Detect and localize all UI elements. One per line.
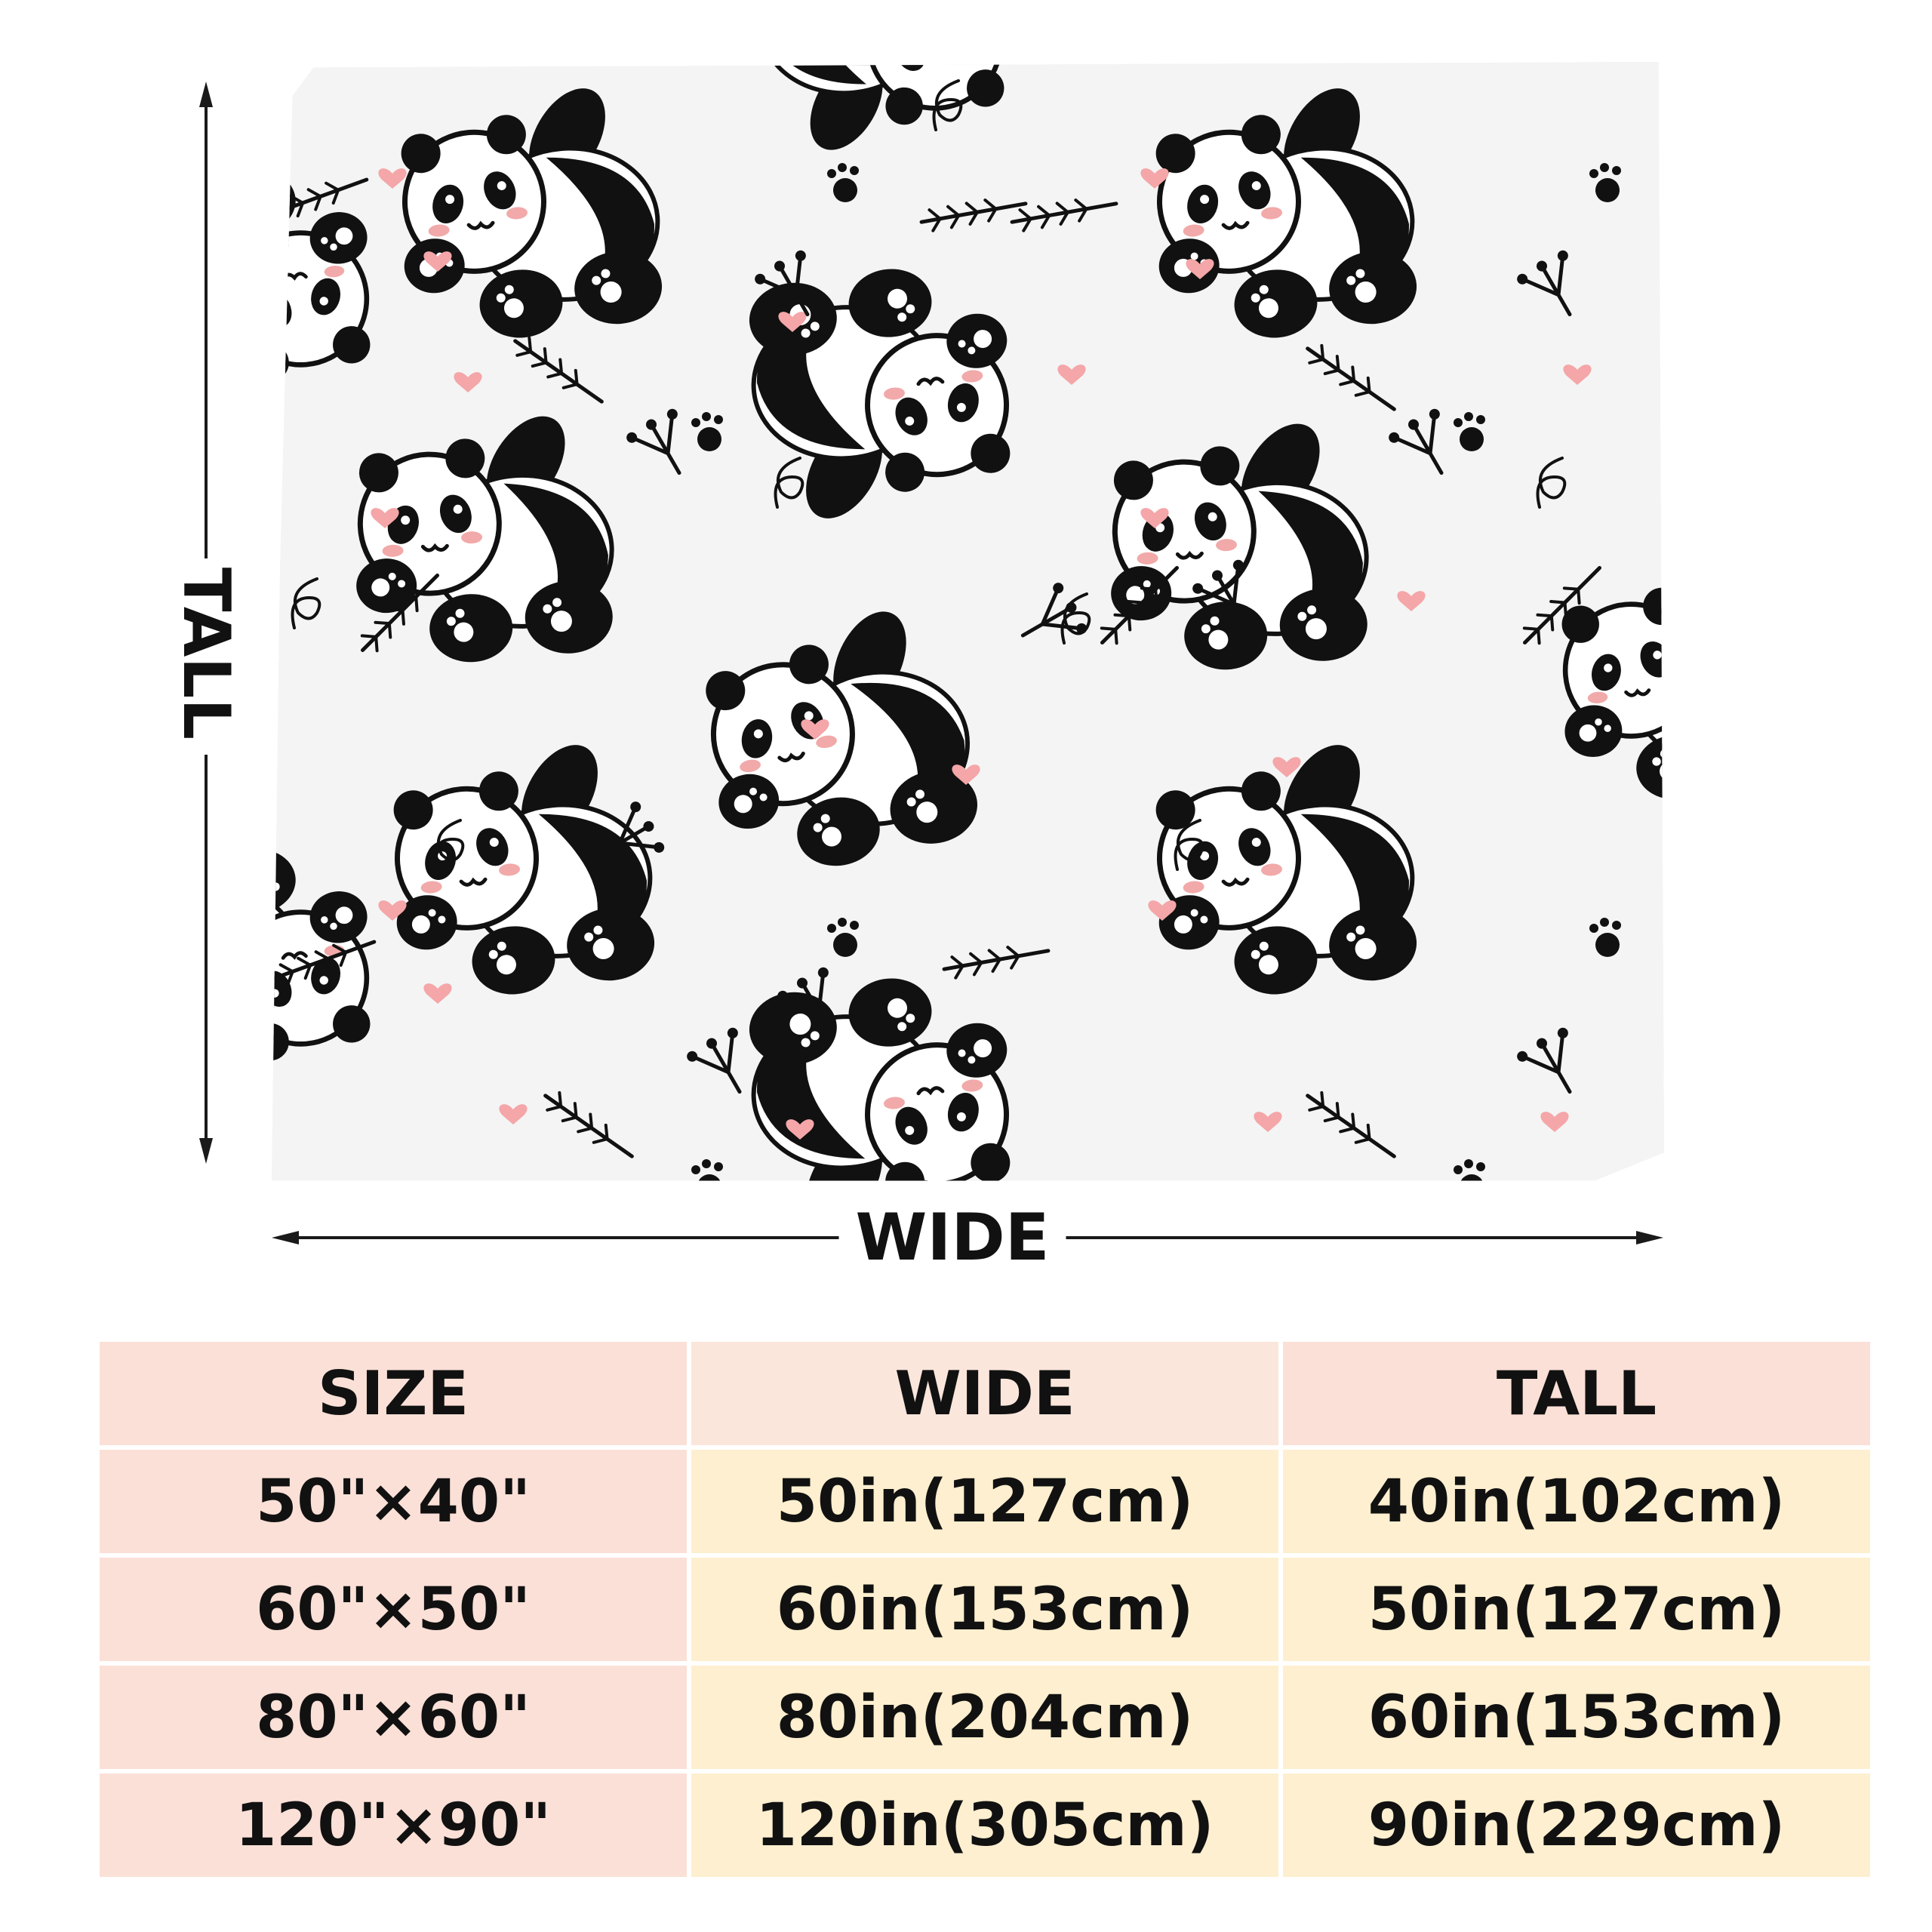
table-row: 50"×40" 50in(127cm) 40in(102cm) — [100, 1450, 1870, 1553]
table-row: 120"×90" 120in(305cm) 90in(229cm) — [100, 1774, 1870, 1877]
tall-cell: 50in(127cm) — [1283, 1558, 1870, 1661]
tall-arrow-top-icon — [199, 82, 213, 107]
header-wide: WIDE — [691, 1342, 1278, 1445]
panda-pattern — [272, 62, 1664, 1181]
header-size: SIZE — [100, 1342, 687, 1445]
size-table: SIZE WIDE TALL 50"×40" 50in(127cm) 40in(… — [95, 1337, 1875, 1881]
size-cell: 120"×90" — [100, 1774, 687, 1877]
size-cell: 80"×60" — [100, 1666, 687, 1769]
wide-arrow-right-icon — [1636, 1231, 1663, 1244]
blanket-image — [272, 62, 1664, 1181]
tall-arrow-bottom-icon — [199, 1138, 213, 1164]
tall-dimension-label: TALL — [168, 567, 244, 740]
tall-dimension-line-lower — [205, 755, 208, 1141]
header-tall: TALL — [1283, 1342, 1870, 1445]
table-row: 80"×60" 80in(204cm) 60in(153cm) — [100, 1666, 1870, 1769]
tall-cell: 40in(102cm) — [1283, 1450, 1870, 1553]
wide-arrow-left-icon — [272, 1231, 299, 1244]
tall-dimension-line-upper — [205, 106, 208, 558]
size-cell: 60"×50" — [100, 1558, 687, 1661]
wide-cell: 80in(204cm) — [691, 1666, 1278, 1769]
table-row: 60"×50" 60in(153cm) 50in(127cm) — [100, 1558, 1870, 1661]
wide-cell: 50in(127cm) — [691, 1450, 1278, 1553]
wide-cell: 60in(153cm) — [691, 1558, 1278, 1661]
tall-cell: 60in(153cm) — [1283, 1666, 1870, 1769]
size-table-header-row: SIZE WIDE TALL — [100, 1342, 1870, 1445]
tall-cell: 90in(229cm) — [1283, 1774, 1870, 1877]
wide-dimension-label: WIDE — [838, 1205, 1066, 1270]
wide-cell: 120in(305cm) — [691, 1774, 1278, 1877]
size-cell: 50"×40" — [100, 1450, 687, 1553]
